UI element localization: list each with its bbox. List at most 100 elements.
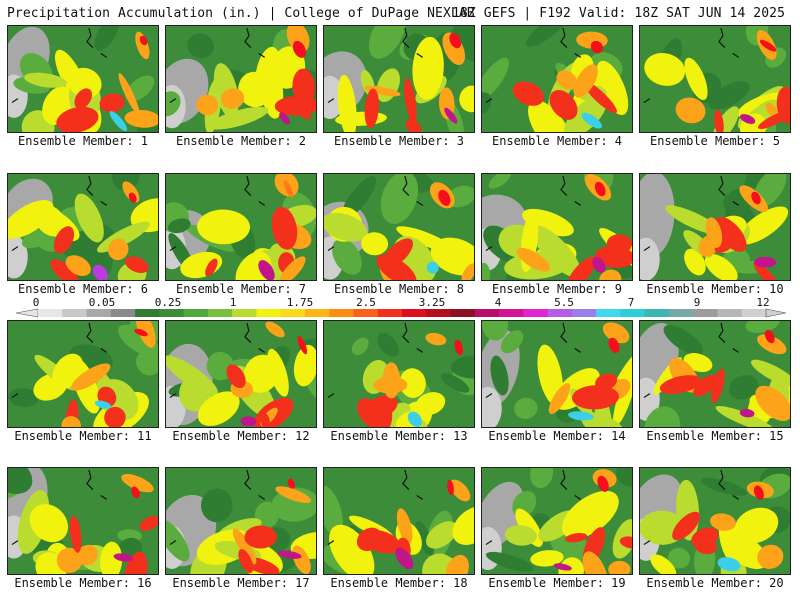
ensemble-member-map — [165, 173, 317, 281]
ensemble-member-map — [165, 467, 317, 575]
ensemble-member-map — [7, 467, 159, 575]
colorbar-segment — [86, 309, 112, 317]
coastline — [643, 175, 740, 252]
ensemble-member-map — [323, 320, 475, 428]
ensemble-member-label: Ensemble Member: 13 — [330, 429, 468, 443]
ensemble-member-map — [165, 320, 317, 428]
colorbar-segment — [135, 309, 160, 317]
precip-field — [640, 321, 790, 427]
ensemble-member-map — [481, 467, 633, 575]
ensemble-member-map — [639, 467, 791, 575]
ensemble-member-label: Ensemble Member: 20 — [646, 576, 784, 590]
ensemble-member-map — [7, 173, 159, 281]
colorbar-tick-label: 7 — [627, 296, 635, 309]
precip-field — [166, 321, 316, 427]
ensemble-member-map — [323, 173, 475, 281]
ensemble-member-label: Ensemble Member: 17 — [172, 576, 310, 590]
precip-field — [8, 468, 158, 574]
ensemble-member-map — [7, 25, 159, 133]
colorbar-segment — [207, 309, 233, 317]
coastline — [485, 322, 582, 399]
ensemble-member-map — [323, 25, 475, 133]
coastline — [485, 175, 582, 252]
colorbar-segment — [499, 309, 524, 317]
colorbar-segment — [304, 309, 330, 317]
coastline — [643, 469, 740, 546]
colorbar-tick-label: 0.25 — [154, 296, 182, 309]
precip-field — [482, 174, 632, 280]
precip-field — [482, 26, 632, 132]
colorbar — [15, 308, 787, 318]
colorbar-segment — [353, 309, 379, 317]
colorbar-tick-label: 12 — [756, 296, 770, 309]
colorbar-segment — [668, 309, 694, 317]
colorbar-segment — [620, 309, 646, 317]
colorbar-segment — [426, 309, 451, 317]
colorbar-segment — [644, 309, 670, 317]
coastline — [327, 27, 424, 104]
coastline — [11, 322, 108, 399]
coastline — [643, 27, 740, 104]
ensemble-member-map — [639, 320, 791, 428]
valid-time: 18Z GEFS | F192 Valid: 18Z SAT JUN 14 20… — [452, 6, 785, 21]
ensemble-member-label: Ensemble Member: 3 — [333, 134, 465, 148]
colorbar-tick-label: 3.25 — [418, 296, 446, 309]
ensemble-member-label: Ensemble Member: 18 — [330, 576, 468, 590]
precip-field — [324, 26, 474, 132]
ensemble-member-map — [481, 320, 633, 428]
precip-field — [482, 321, 632, 427]
precip-field — [324, 174, 474, 280]
precip-field — [8, 174, 158, 280]
ensemble-member-label: Ensemble Member: 1 — [17, 134, 149, 148]
colorbar-segment — [717, 309, 743, 317]
ensemble-member-label: Ensemble Member: 5 — [649, 134, 781, 148]
precip-field — [8, 26, 158, 132]
precip-field — [166, 26, 316, 132]
colorbar-tick-label: 9 — [693, 296, 701, 309]
colorbar-segment — [256, 309, 282, 317]
ensemble-member-label: Ensemble Member: 2 — [175, 134, 307, 148]
ensemble-member-label: Ensemble Member: 8 — [333, 282, 465, 296]
ensemble-member-label: Ensemble Member: 14 — [488, 429, 626, 443]
colorbar-segment — [38, 309, 63, 317]
precip-field — [640, 468, 790, 574]
ensemble-member-label: Ensemble Member: 6 — [17, 282, 149, 296]
colorbar-tick-label: 4 — [494, 296, 502, 309]
precip-field — [482, 468, 632, 574]
colorbar-segment — [450, 309, 476, 317]
ensemble-member-map — [481, 25, 633, 133]
ensemble-member-map — [481, 173, 633, 281]
ensemble-member-label: Ensemble Member: 9 — [491, 282, 623, 296]
precip-field — [166, 174, 316, 280]
precip-field — [640, 174, 790, 280]
precip-field — [8, 321, 158, 427]
colorbar-min-arrow — [15, 308, 39, 318]
coastline — [169, 322, 266, 399]
coastline — [11, 27, 108, 104]
colorbar-segment — [596, 309, 621, 317]
colorbar-segment — [547, 309, 573, 317]
coastline — [169, 469, 266, 546]
colorbar-segment — [377, 309, 403, 317]
colorbar-tick-label: 0 — [32, 296, 40, 309]
colorbar-segment — [474, 309, 500, 317]
ensemble-member-label: Ensemble Member: 12 — [172, 429, 310, 443]
colorbar-segment — [110, 309, 136, 317]
precip-field — [640, 26, 790, 132]
colorbar-segment — [62, 309, 87, 317]
colorbar-segment — [693, 309, 718, 317]
precip-field — [324, 468, 474, 574]
ensemble-member-label: Ensemble Member: 15 — [646, 429, 784, 443]
colorbar-segment — [232, 309, 257, 317]
colorbar-tick-label: 2.5 — [356, 296, 376, 309]
coastline — [327, 322, 424, 399]
coastline — [169, 175, 266, 252]
colorbar-tick-label: 1.75 — [286, 296, 314, 309]
colorbar-segment — [159, 309, 184, 317]
colorbar-segment — [402, 309, 427, 317]
ensemble-member-label: Ensemble Member: 11 — [14, 429, 152, 443]
coastline — [485, 27, 582, 104]
ensemble-member-label: Ensemble Member: 16 — [14, 576, 152, 590]
map-title: Precipitation Accumulation (in.) | Colle… — [7, 6, 475, 21]
colorbar-segment — [523, 309, 548, 317]
